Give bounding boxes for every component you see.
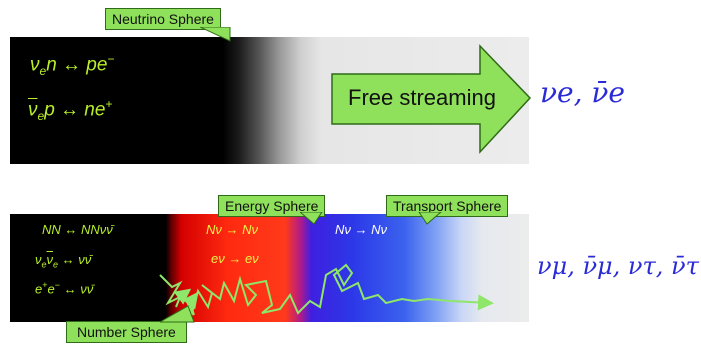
neutrino-random-walk-path: [159, 263, 494, 316]
reaction-nucleon-bremsstrahlung: NN ↔ NNνν̄: [42, 222, 113, 237]
heavy-flavor-neutrinos-label: νμ, ν̄μ, ντ, ν̄τ: [537, 252, 699, 280]
reaction-antineutrino-capture: νep ↔ ne+: [28, 97, 113, 124]
reaction-neutrino-annihilation: νeνe ↔ νν̄: [35, 252, 92, 270]
reaction-electron-scattering: eν → eν: [211, 251, 259, 266]
neutrino-sphere-label: Neutrino Sphere: [105, 8, 221, 30]
transport-sphere-label: Transport Sphere: [386, 195, 509, 217]
number-sphere-label: Number Sphere: [66, 321, 187, 343]
reaction-nucleon-scattering-red: Nν → Nν: [206, 222, 258, 237]
reaction-pair-annihilation: e+e− ↔ νν̄: [35, 280, 94, 297]
free-streaming-arrow: [331, 44, 532, 154]
transport-sphere-label-pointer: [418, 212, 442, 225]
neutrino-sphere-label-pointer: [200, 27, 231, 42]
electron-flavor-neutrinos-label: νe, ν̄e: [540, 76, 625, 109]
reaction-electron-neutrino-capture: νen ↔ pe−: [30, 52, 115, 79]
reaction-nucleon-scattering-blue: Nν → Nν: [335, 222, 387, 237]
number-sphere-label-pointer: [160, 305, 195, 323]
free-streaming-label: Free streaming: [348, 85, 496, 110]
energy-sphere-label: Energy Sphere: [218, 195, 326, 217]
sphere-gradient-band: [10, 214, 529, 322]
energy-sphere-label-pointer: [300, 212, 323, 225]
